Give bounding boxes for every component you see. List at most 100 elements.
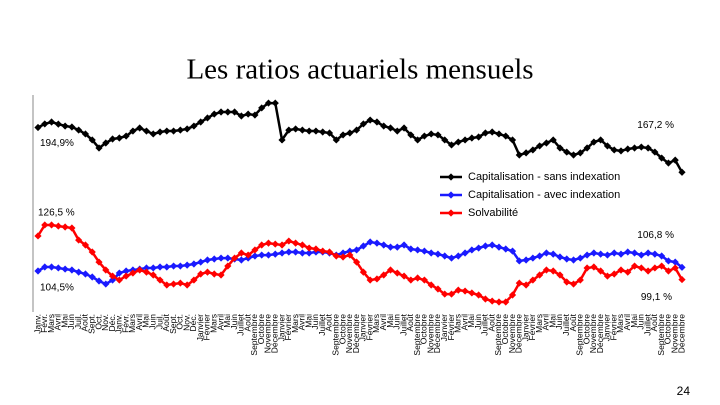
point-marker (210, 270, 218, 278)
x-tick-label: Mars (615, 314, 625, 333)
point-marker (556, 271, 564, 279)
point-marker (664, 257, 673, 265)
point-marker (414, 136, 422, 144)
x-tick-label: Sept. (168, 314, 178, 334)
x-tick-label: Nov. (100, 314, 110, 331)
point-marker (156, 276, 164, 284)
x-tick-label: Juillet (561, 313, 571, 335)
x-tick-label: Février (608, 314, 618, 341)
point-marker (271, 250, 279, 258)
point-marker (258, 104, 266, 112)
point-marker (353, 258, 361, 266)
point-marker (332, 252, 340, 260)
point-marker (386, 124, 395, 132)
point-marker (644, 249, 652, 257)
point-marker (75, 236, 83, 244)
point-marker (447, 254, 456, 262)
x-tick-label: Mai (466, 314, 476, 328)
point-marker (203, 114, 212, 122)
point-marker (346, 247, 354, 255)
x-tick-label: Juin (229, 314, 239, 330)
point-marker (522, 149, 530, 157)
point-marker (217, 254, 225, 262)
point-marker (142, 127, 151, 135)
point-marker (549, 136, 557, 144)
x-tick-label: Mai (547, 314, 557, 328)
x-tick-label: Août (324, 313, 334, 331)
point-marker (183, 125, 191, 133)
point-marker (230, 108, 239, 116)
point-marker (251, 252, 259, 260)
point-marker (129, 127, 137, 135)
point-marker (102, 266, 110, 274)
point-marker (678, 168, 686, 176)
point-marker (508, 136, 517, 144)
point-marker (475, 244, 483, 252)
point-marker (217, 271, 225, 279)
point-marker (68, 123, 76, 131)
point-marker (590, 138, 598, 146)
value-label: 104,5% (40, 283, 74, 294)
point-marker (88, 136, 96, 144)
value-label: 126,5 % (38, 208, 75, 219)
point-marker (190, 276, 198, 284)
x-tick-label: Avril (378, 314, 388, 330)
point-marker (393, 269, 401, 277)
point-marker (644, 267, 652, 275)
x-tick-label: Août (242, 313, 252, 331)
x-tick-label: Décembre (270, 314, 280, 353)
point-marker (420, 276, 428, 284)
point-marker (400, 241, 408, 249)
point-marker (637, 251, 645, 259)
x-tick-label: Mars (534, 314, 544, 333)
point-marker (54, 120, 62, 128)
x-tick-label: Novembre (425, 314, 435, 353)
point-marker (475, 291, 483, 299)
point-marker (210, 255, 218, 263)
point-marker (366, 116, 374, 124)
point-marker (454, 286, 462, 294)
point-marker (569, 256, 578, 264)
point-marker (603, 142, 612, 150)
x-tick-label: Mai (385, 314, 395, 328)
point-marker (515, 257, 523, 265)
point-marker (244, 110, 252, 118)
x-tick-label: Septembre (493, 314, 503, 356)
point-marker (359, 120, 367, 128)
point-marker (292, 239, 300, 247)
point-marker (671, 264, 679, 272)
point-marker (298, 241, 306, 249)
point-marker (475, 133, 483, 141)
point-marker (373, 239, 381, 247)
point-marker (237, 112, 245, 120)
point-marker (542, 249, 551, 257)
x-tick-label: Octobre (419, 314, 429, 345)
point-marker (169, 280, 178, 288)
point-marker (522, 256, 530, 264)
point-marker (142, 268, 151, 276)
point-marker (569, 280, 578, 288)
x-tick-label: Novembre (507, 314, 517, 353)
point-marker (529, 276, 537, 284)
point-marker (522, 281, 530, 289)
point-marker (224, 108, 232, 116)
point-marker (630, 249, 639, 257)
x-tick-label: Avril (215, 314, 225, 330)
point-marker (603, 272, 612, 280)
point-marker (149, 271, 157, 279)
x-tick-label: Juin (310, 314, 320, 330)
point-marker (298, 126, 306, 134)
point-marker (176, 126, 184, 134)
point-marker (441, 252, 449, 260)
point-marker (542, 266, 551, 274)
x-tick-label: Juin (473, 314, 483, 330)
x-tick-label: Août (405, 313, 415, 331)
point-marker (671, 156, 679, 164)
x-tick-label: Mars (46, 314, 56, 333)
x-tick-label: Février (202, 314, 212, 341)
point-marker (210, 110, 218, 118)
point-marker (671, 258, 679, 266)
point-marker (190, 122, 198, 130)
point-marker (508, 247, 517, 255)
point-marker (658, 262, 666, 270)
